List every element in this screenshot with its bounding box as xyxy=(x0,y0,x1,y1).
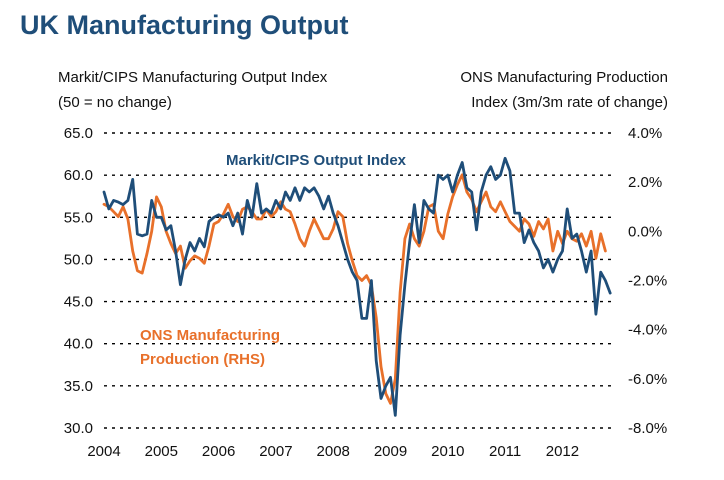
right-tick-label: -2.0% xyxy=(628,273,667,290)
right-axis-label-line-1: ONS Manufacturing Production xyxy=(460,69,668,86)
markit-series-label: Markit/CIPS Output Index xyxy=(226,152,407,169)
left-tick-label: 65.0 xyxy=(64,125,93,142)
left-tick-label: 30.0 xyxy=(64,420,93,437)
x-tick-label: 2004 xyxy=(87,443,120,460)
gridlines xyxy=(104,132,615,429)
right-axis-label-line-2: Index (3m/3m rate of change) xyxy=(471,94,668,111)
left-tick-label: 55.0 xyxy=(64,209,93,226)
left-axis-label-line-2: (50 = no change) xyxy=(58,94,172,111)
markit-output-line xyxy=(102,156,612,417)
x-tick-label: 2011 xyxy=(489,443,521,460)
x-tick-label: 2005 xyxy=(145,443,178,460)
left-tick-label: 50.0 xyxy=(64,251,93,268)
right-tick-label: -6.0% xyxy=(628,371,667,388)
right-axis-ticks: -8.0% -6.0% -4.0% -2.0% 0.0% 2.0% 4.0% xyxy=(628,125,667,437)
left-axis-ticks: 30.0 35.0 40.0 45.0 50.0 55.0 60.0 65.0 xyxy=(64,125,93,437)
right-tick-label: 4.0% xyxy=(628,125,662,142)
x-axis-ticks: 2004 2005 2006 2007 2008 2009 2010 2011 2012 xyxy=(87,443,579,460)
x-tick-label: 2006 xyxy=(202,443,235,460)
left-tick-label: 60.0 xyxy=(64,167,93,184)
x-tick-label: 2008 xyxy=(317,443,350,460)
series-layer xyxy=(102,156,612,417)
ons-production-line xyxy=(102,173,607,405)
ons-series-label-line-1: ONS Manufacturing xyxy=(140,327,280,344)
ons-series-label-line-2: Production (RHS) xyxy=(140,351,265,368)
x-tick-label: 2012 xyxy=(546,443,579,460)
left-tick-label: 40.0 xyxy=(64,336,93,353)
left-tick-label: 45.0 xyxy=(64,294,93,311)
right-tick-label: -4.0% xyxy=(628,322,667,339)
chart-title: UK Manufacturing Output xyxy=(20,10,348,40)
left-tick-label: 35.0 xyxy=(64,378,93,395)
right-tick-label: 2.0% xyxy=(628,174,662,191)
right-tick-label: 0.0% xyxy=(628,223,662,240)
x-tick-label: 2009 xyxy=(374,443,407,460)
x-tick-label: 2010 xyxy=(431,443,464,460)
x-tick-label: 2007 xyxy=(259,443,292,460)
left-axis-label-line-1: Markit/CIPS Manufacturing Output Index xyxy=(58,69,328,86)
right-tick-label: -8.0% xyxy=(628,420,667,437)
